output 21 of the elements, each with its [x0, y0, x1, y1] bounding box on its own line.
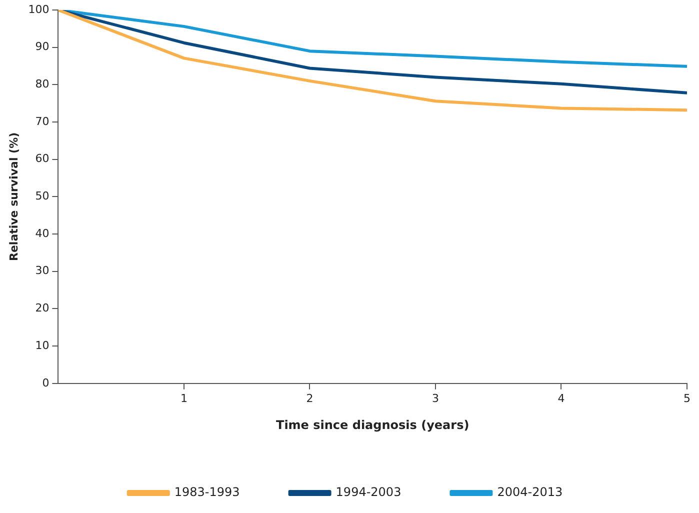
y-tick-label: 80: [35, 78, 50, 91]
x-tick-label: 3: [432, 392, 439, 405]
y-tick-label: 70: [35, 114, 50, 128]
y-tick-label: 50: [35, 190, 50, 203]
y-tick-label: 100: [28, 2, 50, 16]
x-tick-label: 2: [306, 392, 314, 405]
y-tick-label: 60: [35, 152, 50, 166]
legend-label: 1983-1993: [174, 485, 240, 500]
x-tick-label: 4: [558, 392, 565, 405]
x-tick-label: 5: [684, 392, 690, 405]
x-tick-label: 1: [180, 392, 188, 405]
y-tick-label: 30: [35, 264, 50, 278]
legend-label: 1994-2003: [336, 485, 402, 500]
y-tick-label: 20: [35, 302, 50, 315]
y-tick-label: 90: [35, 40, 50, 54]
y-tick-label: 40: [35, 226, 50, 240]
x-axis-title: Time since diagnosis (years): [276, 418, 470, 432]
y-tick-label: 10: [35, 338, 50, 352]
y-tick-label: 0: [42, 376, 50, 390]
legend-label: 2004-2013: [497, 485, 563, 500]
y-axis-title: Relative survival (%): [7, 132, 20, 262]
